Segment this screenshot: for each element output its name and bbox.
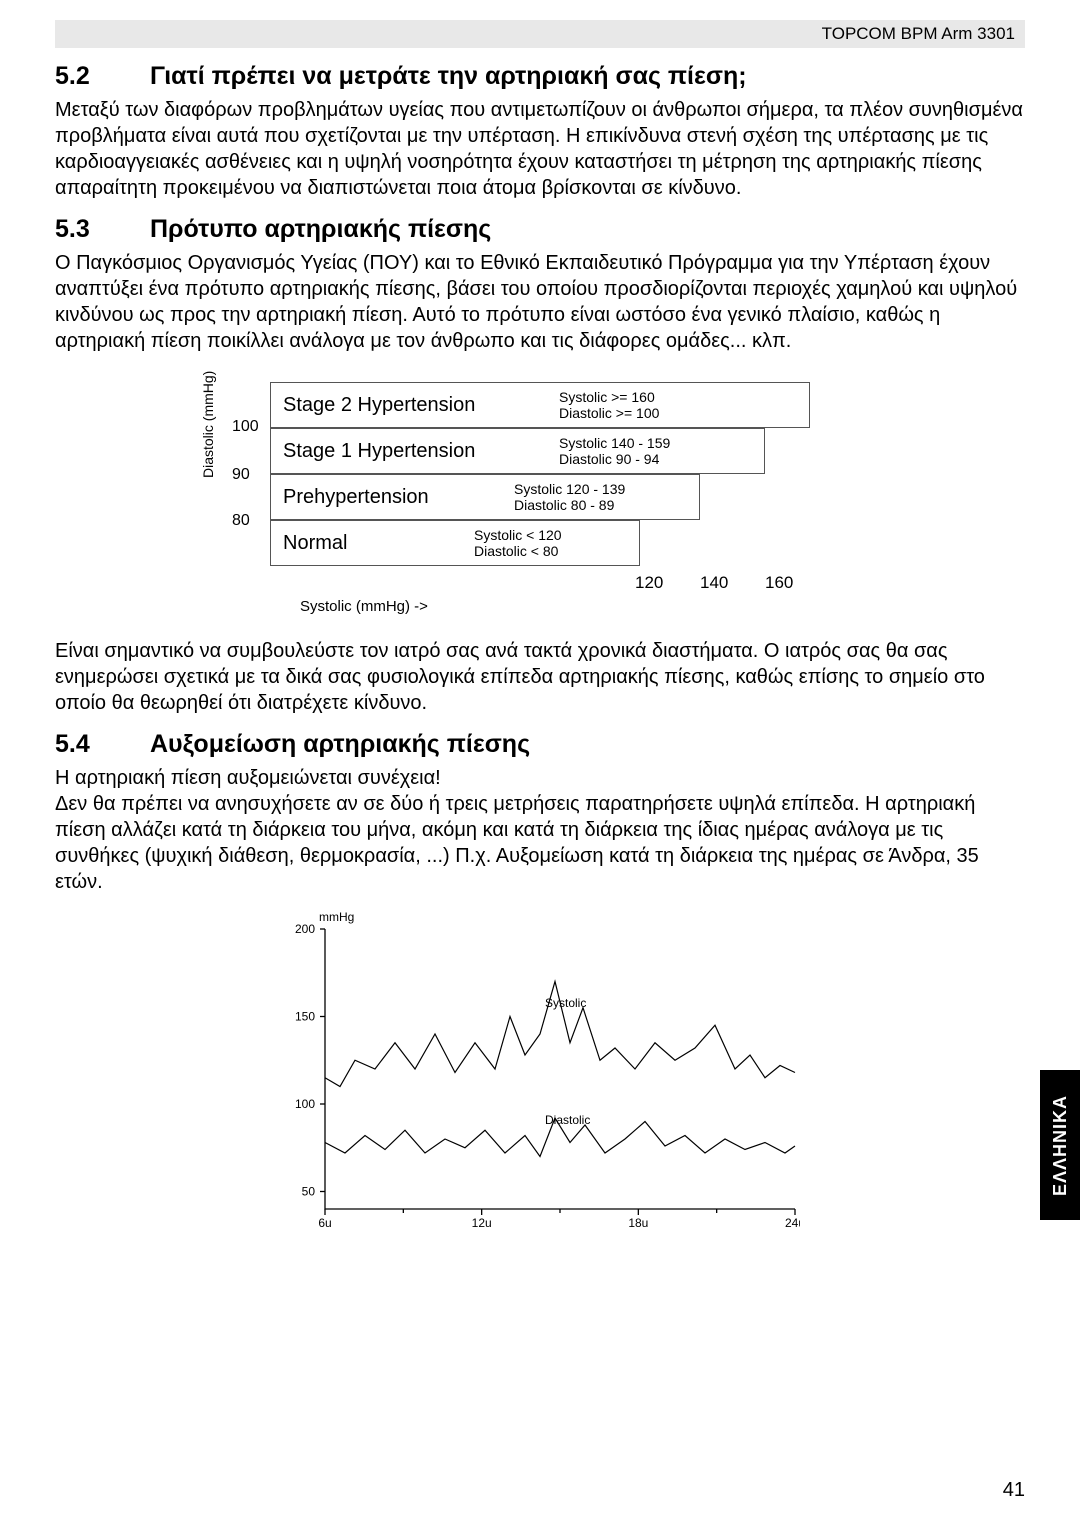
svg-text:150: 150 [295,1010,315,1024]
y-tick: 80 [232,512,250,530]
section-5-2-body: Μεταξύ των διαφόρων προβλημάτων υγείας π… [55,97,1025,201]
y-tick: 90 [232,466,250,484]
stage-values: Systolic 140 - 159Diastolic 90 - 94 [551,435,678,467]
section-5-4-heading: 5.4 Αυξομείωση αρτηριακής πίεσης [55,730,1025,759]
svg-text:mmHg: mmHg [319,910,354,924]
product-name: TOPCOM BPM Arm 3301 [822,24,1015,43]
systolic-range: Systolic 140 - 159 [559,435,670,451]
y-axis-label: Diastolic (mmHg) [200,371,216,478]
bp-stage-row: Stage 2 HypertensionSystolic >= 160Diast… [270,382,810,428]
svg-text:50: 50 [302,1185,316,1199]
stage-name: Stage 1 Hypertension [271,440,551,463]
stage-name: Stage 2 Hypertension [271,394,551,417]
bp-stage-row: Stage 1 HypertensionSystolic 140 - 159Di… [270,428,765,474]
stage-values: Systolic < 120Diastolic < 80 [466,527,570,559]
section-number: 5.4 [55,730,150,759]
language-label: ΕΛΛΗΝΙΚΑ [1050,1094,1071,1195]
systolic-range: Systolic 120 - 139 [514,481,625,497]
diastolic-range: Diastolic 80 - 89 [514,497,625,513]
svg-text:200: 200 [295,922,315,936]
diastolic-range: Diastolic < 80 [474,543,562,559]
bp-fluctuation-chart: 200 150 100 50 mmHg 6u 12u 18u 24u Systolic Diasto… [280,909,800,1249]
x-tick: 160 [765,573,793,593]
stage-values: Systolic >= 160Diastolic >= 100 [551,389,667,421]
section-5-4-body: Η αρτηριακή πίεση αυξομειώνεται συνέχεια… [55,765,1025,895]
section-number: 5.2 [55,62,150,91]
section-title: Γιατί πρέπει να μετράτε την αρτηριακή σα… [150,62,747,91]
language-tab: ΕΛΛΗΝΙΚΑ [1040,1070,1080,1220]
svg-text:Systolic: Systolic [545,996,586,1010]
x-tick: 140 [700,573,728,593]
y-tick: 100 [232,418,259,436]
bp-standard-chart: Diastolic (mmHg) Systolic (mmHg) -> 1009… [210,368,870,618]
bp-stage-row: PrehypertensionSystolic 120 - 139Diastol… [270,474,700,520]
svg-text:100: 100 [295,1097,315,1111]
section-number: 5.3 [55,215,150,244]
x-tick: 120 [635,573,663,593]
section-5-3-body2: Είναι σημαντικό να συμβουλεύστε τον ιατρ… [55,638,1025,716]
svg-text:24u: 24u [785,1216,800,1230]
section-5-3-body1: Ο Παγκόσμιος Οργανισμός Υγείας (ΠΟΥ) και… [55,250,1025,354]
x-axis-label: Systolic (mmHg) -> [300,598,428,615]
stage-name: Normal [271,532,466,555]
stage-name: Prehypertension [271,486,506,509]
svg-text:12u: 12u [472,1216,492,1230]
diastolic-range: Diastolic 90 - 94 [559,451,670,467]
diastolic-range: Diastolic >= 100 [559,405,659,421]
svg-text:6u: 6u [318,1216,331,1230]
bp-stage-row: NormalSystolic < 120Diastolic < 80 [270,520,640,566]
systolic-range: Systolic < 120 [474,527,562,543]
svg-text:Diastolic: Diastolic [545,1113,590,1127]
section-5-3-heading: 5.3 Πρότυπο αρτηριακής πίεσης [55,215,1025,244]
page-number: 41 [1003,1479,1025,1502]
header-bar: TOPCOM BPM Arm 3301 [55,20,1025,48]
section-5-2-heading: 5.2 Γιατί πρέπει να μετράτε την αρτηριακ… [55,62,1025,91]
svg-text:18u: 18u [628,1216,648,1230]
stage-values: Systolic 120 - 139Diastolic 80 - 89 [506,481,633,513]
systolic-range: Systolic >= 160 [559,389,659,405]
section-title: Αυξομείωση αρτηριακής πίεσης [150,730,530,759]
section-title: Πρότυπο αρτηριακής πίεσης [150,215,491,244]
